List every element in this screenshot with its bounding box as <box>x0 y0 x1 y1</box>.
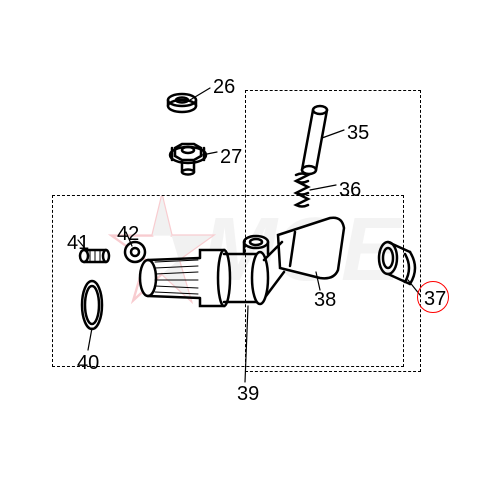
callout-38: 38 <box>314 289 336 312</box>
callout-39: 39 <box>237 383 259 406</box>
callout-26: 26 <box>213 76 235 99</box>
callout-27: 27 <box>220 146 242 169</box>
callout-40: 40 <box>77 352 99 375</box>
callout-42: 42 <box>117 223 139 246</box>
group-box-2 <box>52 195 404 367</box>
callout-37: 37 <box>424 288 446 311</box>
callout-41: 41 <box>67 232 89 255</box>
callout-36: 36 <box>339 179 361 202</box>
callout-35: 35 <box>347 122 369 145</box>
